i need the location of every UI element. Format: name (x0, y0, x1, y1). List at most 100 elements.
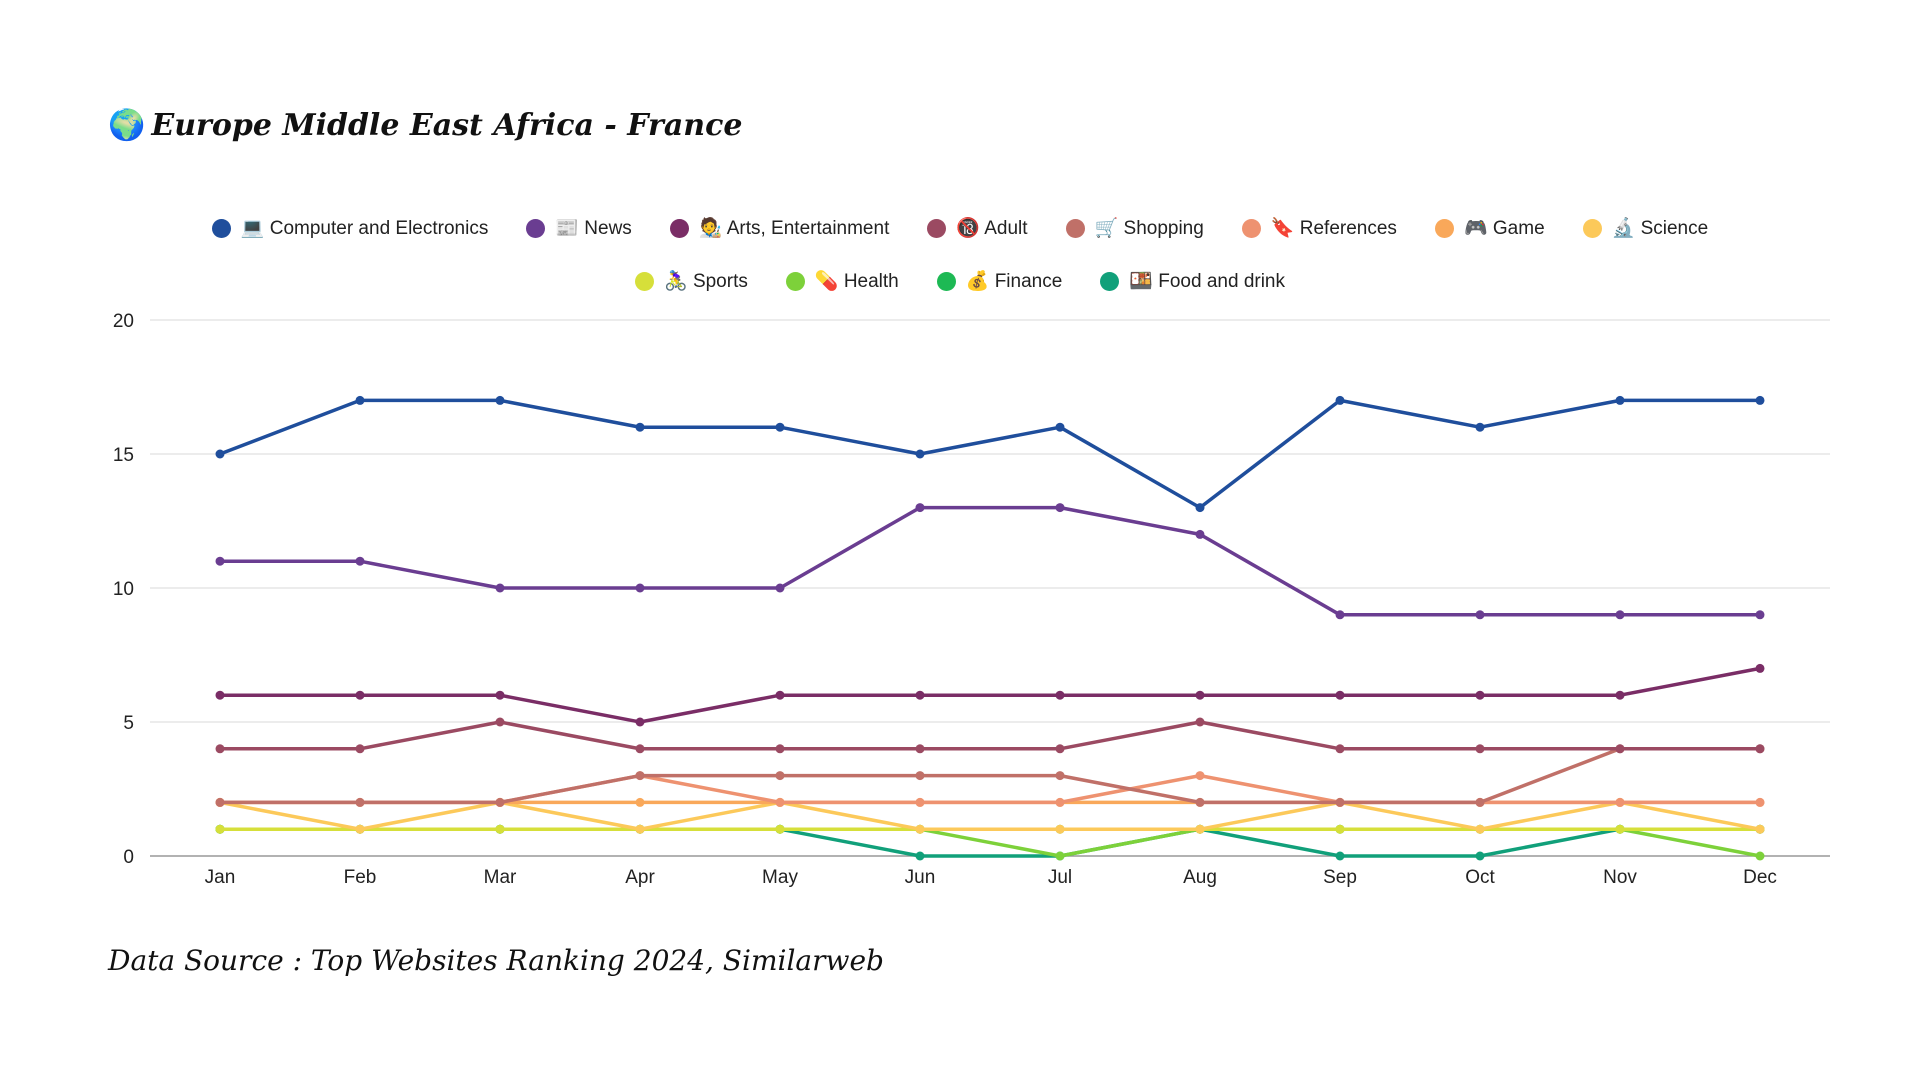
data-point-arts-entertainment-apr (635, 717, 645, 727)
legend-item-science[interactable]: 🔬 Science (1582, 216, 1709, 240)
legend-label-adult: Adult (984, 218, 1028, 239)
chart-title-text: Europe Middle East Africa - France (151, 108, 743, 143)
series-line-references (218, 773, 1762, 805)
legend-label-computer-and-electronics: Computer and Electronics (269, 218, 489, 239)
data-point-adult-jun (915, 744, 925, 754)
legend-swatch-finance (936, 271, 956, 291)
legend-swatch-food-and-drink (1100, 271, 1120, 291)
data-point-shopping-jan (215, 797, 225, 807)
legend-swatch-science (1582, 218, 1602, 238)
x-tick-label-jul: Jul (1048, 867, 1072, 888)
data-point-arts-entertainment-mar (495, 690, 505, 700)
data-point-arts-entertainment-may (775, 690, 785, 700)
legend-swatch-adult (927, 218, 947, 238)
data-point-shopping-feb (355, 797, 365, 807)
legend-label-arts-entertainment: Arts, Entertainment (726, 218, 890, 239)
data-point-computer-and-electronics-sep (1335, 395, 1345, 405)
data-point-adult-mar (495, 717, 505, 727)
legend-item-adult[interactable]: 🔞 Adult (927, 216, 1028, 240)
data-point-arts-entertainment-aug (1195, 690, 1205, 700)
data-point-shopping-oct (1475, 797, 1485, 807)
data-point-arts-entertainment-oct (1475, 690, 1485, 700)
data-point-food-and-drink-jun (915, 851, 925, 861)
data-point-science-jun (915, 824, 925, 834)
legend-item-food-and-drink[interactable]: 🍱 Food and drink (1100, 269, 1285, 293)
legend-swatch-references (1241, 218, 1261, 238)
legend-item-finance[interactable]: 💰 Finance (936, 269, 1063, 293)
data-point-adult-may (775, 744, 785, 754)
adult-emoji-icon: 🔞 (956, 218, 981, 239)
legend-label-sports: Sports (692, 271, 748, 292)
y-tick-label-5: 5 (123, 713, 134, 734)
data-point-adult-feb (355, 744, 365, 754)
chart-title: 🌍 Europe Middle East Africa - France (108, 108, 742, 143)
data-point-shopping-aug (1195, 797, 1205, 807)
data-point-references-jun (915, 797, 925, 807)
game-emoji-icon: 🎮 (1463, 218, 1488, 239)
data-source-caption: Data Source : Top Websites Ranking 2024,… (108, 944, 884, 977)
health-emoji-icon: 💊 (814, 271, 839, 292)
news-emoji-icon: 📰 (555, 218, 580, 239)
x-tick-label-feb: Feb (344, 867, 377, 888)
legend-item-sports[interactable]: 🚴‍♀️ Sports (634, 269, 748, 293)
data-point-news-apr (635, 583, 645, 593)
legend-item-game[interactable]: 🎮 Game (1434, 216, 1545, 240)
data-point-computer-and-electronics-jul (1055, 422, 1065, 432)
data-point-arts-entertainment-nov (1615, 690, 1625, 700)
x-tick-label-aug: Aug (1183, 867, 1217, 888)
data-point-computer-and-electronics-dec (1755, 395, 1765, 405)
data-point-news-nov (1615, 610, 1625, 620)
data-point-health-jul (1055, 851, 1065, 861)
legend-label-references: References (1299, 218, 1397, 239)
data-point-news-jun (915, 503, 925, 513)
data-point-news-oct (1475, 610, 1485, 620)
legend-label-news: News (584, 218, 632, 239)
computer-and-electronics-emoji-icon: 💻 (240, 218, 265, 239)
data-point-news-may (775, 583, 785, 593)
data-point-news-aug (1195, 529, 1205, 539)
legend-item-references[interactable]: 🔖 References (1241, 216, 1397, 240)
legend-item-shopping[interactable]: 🛒 Shopping (1065, 216, 1204, 240)
y-tick-label-10: 10 (113, 579, 134, 600)
x-tick-label-dec: Dec (1743, 867, 1777, 888)
legend-item-arts-entertainment[interactable]: 🧑‍🎨 Arts, Entertainment (669, 216, 890, 240)
x-tick-label-oct: Oct (1465, 867, 1495, 888)
data-point-health-dec (1755, 851, 1765, 861)
data-point-shopping-apr (635, 771, 645, 781)
legend-item-computer-and-electronics[interactable]: 💻 Computer and Electronics (211, 216, 489, 240)
data-point-sports-may (775, 824, 785, 834)
data-point-science-aug (1195, 824, 1205, 834)
legend-label-science: Science (1640, 218, 1709, 239)
data-point-references-aug (1195, 771, 1205, 781)
legend-label-finance: Finance (994, 271, 1063, 292)
y-tick-label-20: 20 (113, 311, 134, 332)
data-point-adult-jan (215, 744, 225, 754)
legend-swatch-health (785, 271, 805, 291)
data-point-adult-nov (1615, 744, 1625, 754)
data-point-food-and-drink-oct (1475, 851, 1485, 861)
data-point-science-apr (635, 824, 645, 834)
data-point-sports-jan (215, 824, 225, 834)
legend-swatch-arts-entertainment (669, 218, 689, 238)
data-point-science-dec (1755, 824, 1765, 834)
data-point-computer-and-electronics-oct (1475, 422, 1485, 432)
series-line-arts-entertainment (218, 666, 1762, 724)
data-point-adult-oct (1475, 744, 1485, 754)
data-point-arts-entertainment-jan (215, 690, 225, 700)
data-point-news-sep (1335, 610, 1345, 620)
legend-swatch-news (526, 218, 546, 238)
data-point-news-jul (1055, 503, 1065, 513)
data-point-news-mar (495, 583, 505, 593)
legend-item-health[interactable]: 💊 Health (785, 269, 899, 293)
legend-label-health: Health (843, 271, 899, 292)
legend-label-shopping: Shopping (1123, 218, 1204, 239)
legend-swatch-sports (634, 271, 654, 291)
data-point-arts-entertainment-feb (355, 690, 365, 700)
legend-label-food-and-drink: Food and drink (1158, 271, 1285, 292)
data-point-sports-sep (1335, 824, 1345, 834)
x-tick-label-mar: Mar (484, 867, 517, 888)
data-point-computer-and-electronics-nov (1615, 395, 1625, 405)
data-point-food-and-drink-sep (1335, 851, 1345, 861)
legend-item-news[interactable]: 📰 News (526, 216, 632, 240)
